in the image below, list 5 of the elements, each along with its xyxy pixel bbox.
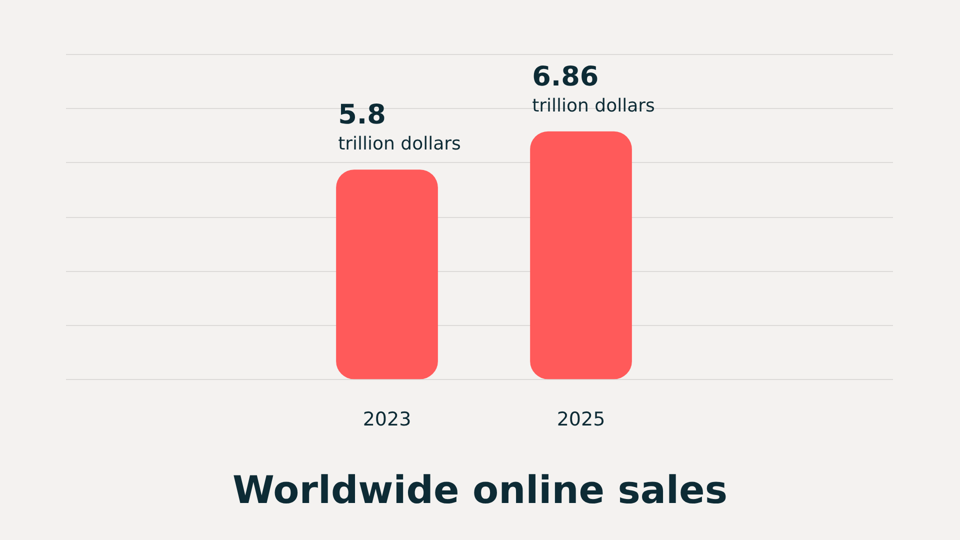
data-label: 5.8 trillion dollars — [338, 100, 461, 155]
text: Worldwide online sales — [232, 468, 728, 512]
x-tick-label: 2023 — [362, 408, 412, 431]
x-tick-label: 2025 — [556, 408, 606, 431]
data-label: 6.86 trillion dollars — [532, 61, 655, 116]
